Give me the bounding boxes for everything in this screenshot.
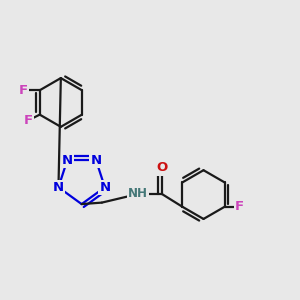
Text: F: F <box>235 200 244 213</box>
Text: N: N <box>53 181 64 194</box>
Text: NH: NH <box>128 188 148 200</box>
Text: O: O <box>156 161 167 174</box>
Text: F: F <box>23 114 32 127</box>
Text: N: N <box>90 154 101 166</box>
Text: N: N <box>99 181 110 194</box>
Text: F: F <box>19 84 28 97</box>
Text: N: N <box>62 154 73 166</box>
